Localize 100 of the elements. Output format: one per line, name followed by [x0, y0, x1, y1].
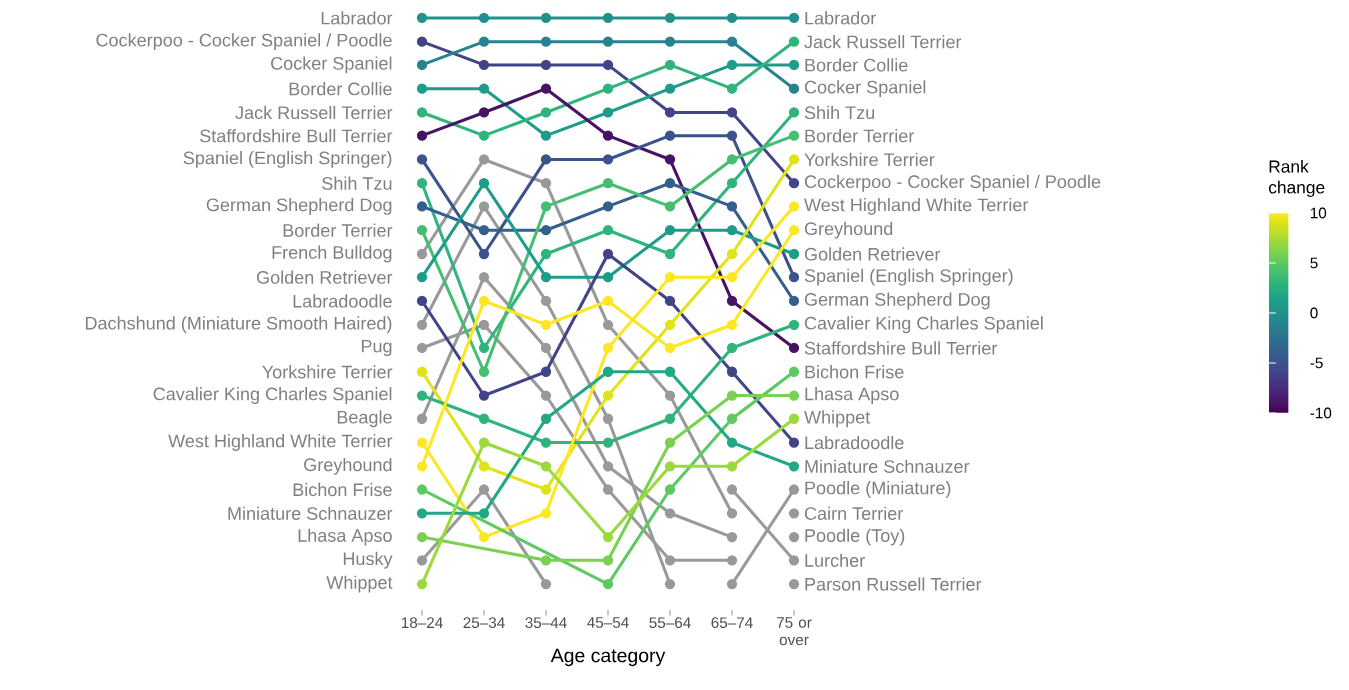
point — [726, 437, 738, 448]
point — [726, 248, 738, 260]
point — [602, 225, 614, 236]
point — [788, 578, 800, 590]
point — [602, 83, 614, 94]
point — [602, 437, 614, 448]
point — [540, 366, 552, 377]
point — [788, 295, 800, 307]
point — [788, 390, 800, 401]
text: Bichon Frise — [293, 482, 392, 497]
x-tick-label: 45–54 — [587, 617, 629, 628]
point — [416, 484, 428, 495]
point — [726, 225, 738, 236]
point — [602, 366, 614, 377]
point — [664, 130, 676, 141]
point — [478, 342, 490, 354]
point — [788, 413, 800, 424]
series-label: Cavalier King Charles Spaniel — [804, 316, 1043, 334]
point — [788, 178, 800, 189]
point — [416, 578, 428, 590]
point — [664, 437, 676, 448]
text: Greyhound — [304, 457, 392, 475]
point — [664, 555, 676, 566]
point — [664, 295, 676, 307]
point — [602, 248, 614, 260]
point — [478, 154, 490, 165]
point — [726, 130, 738, 141]
text: Lhasa Apso — [298, 528, 392, 546]
point — [664, 272, 676, 283]
point — [664, 413, 676, 424]
point — [540, 295, 552, 307]
point — [540, 390, 552, 401]
point — [602, 413, 614, 424]
series-label: Labrador — [805, 11, 876, 25]
point — [788, 555, 800, 566]
point — [540, 83, 552, 94]
point — [788, 36, 800, 47]
series-label: Jack Russell Terrier — [804, 35, 962, 49]
point — [478, 437, 490, 448]
point — [478, 366, 490, 377]
point — [416, 555, 428, 566]
point — [726, 83, 738, 94]
point — [788, 437, 800, 448]
text: Yorkshire Terrier — [262, 365, 393, 379]
point — [602, 36, 614, 47]
point — [478, 413, 490, 424]
x-axis-title: Age category — [550, 648, 666, 667]
point — [416, 201, 428, 212]
series-label: Beagle — [337, 410, 392, 428]
series-label: Greyhound — [804, 221, 893, 239]
text: Whippet — [326, 575, 393, 593]
point — [726, 413, 738, 424]
point — [664, 107, 676, 118]
text: Shih Tzu — [322, 176, 392, 190]
point — [664, 366, 676, 377]
point — [540, 36, 552, 47]
point — [540, 154, 552, 165]
point — [478, 461, 490, 472]
color-bar-label: 5 — [1310, 257, 1318, 269]
text: Labradoodle — [293, 294, 392, 308]
text: Golden Retriever — [256, 270, 393, 284]
series-label: Dachshund (Miniature Smooth Haired) — [85, 316, 392, 334]
series-label: West Highland White Terrier — [804, 198, 1029, 215]
point — [478, 59, 490, 71]
point — [602, 484, 614, 495]
text: Labrador — [321, 11, 393, 25]
point — [478, 201, 490, 212]
x-tick-label: 25–34 — [463, 617, 505, 629]
point — [540, 342, 552, 354]
point — [478, 107, 490, 118]
point — [478, 390, 490, 401]
point — [664, 154, 676, 165]
point — [540, 178, 552, 189]
point — [540, 248, 552, 260]
point — [664, 508, 676, 519]
series-label: Cairn Terrier — [804, 506, 903, 520]
text: West Highland White Terrier — [168, 434, 393, 451]
color-bar-title: Rank change — [1268, 159, 1325, 197]
point — [664, 319, 676, 330]
text: Miniature Schnauzer — [228, 506, 393, 520]
point — [602, 12, 614, 24]
point — [726, 154, 738, 165]
series-label: Lhasa Apso — [805, 387, 899, 404]
point — [540, 130, 552, 141]
point — [540, 555, 552, 566]
series-label: Spaniel (English Springer) — [804, 268, 1013, 286]
series-label: Poodle (Toy) — [805, 528, 905, 546]
point — [602, 178, 614, 189]
text: German Shepherd Dog — [206, 198, 392, 215]
point — [416, 178, 428, 189]
point — [602, 578, 614, 590]
point — [726, 107, 738, 118]
series-label: Miniature Schnauzer — [805, 459, 970, 473]
point — [788, 531, 800, 543]
point — [726, 578, 738, 590]
point — [602, 390, 614, 401]
point — [726, 555, 738, 566]
point — [416, 295, 428, 307]
point — [416, 319, 428, 330]
x-tick-label: 35–44 — [525, 617, 567, 629]
